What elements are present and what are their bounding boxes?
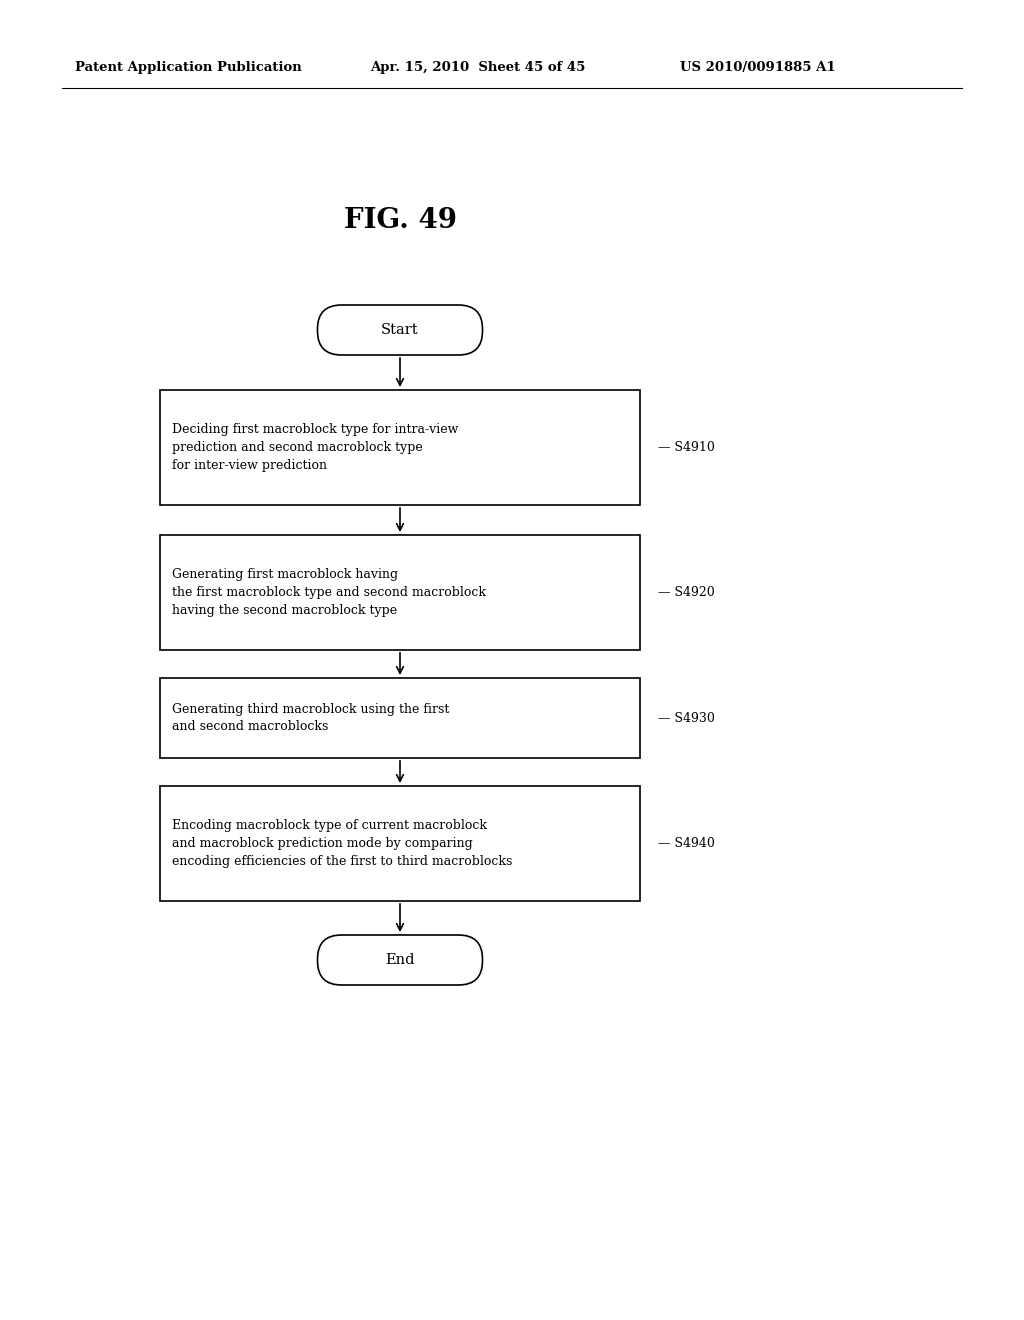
Bar [160,389,640,506]
FancyBboxPatch shape [317,305,482,355]
Text: Apr. 15, 2010  Sheet 45 of 45: Apr. 15, 2010 Sheet 45 of 45 [370,62,586,74]
FancyBboxPatch shape [317,935,482,985]
Bar [160,535,640,649]
Text: US 2010/0091885 A1: US 2010/0091885 A1 [680,62,836,74]
Text: Encoding macroblock type of current macroblock
and macroblock prediction mode by: Encoding macroblock type of current macr… [172,818,512,869]
Text: FIG. 49: FIG. 49 [343,206,457,234]
Bar [160,785,640,902]
Text: — S4910: — S4910 [658,441,715,454]
Text: Generating third macroblock using the first
and second macroblocks: Generating third macroblock using the fi… [172,702,450,734]
Text: Patent Application Publication: Patent Application Publication [75,62,302,74]
Bar [160,678,640,758]
Text: — S4920: — S4920 [658,586,715,599]
Text: Start: Start [381,323,419,337]
Text: — S4930: — S4930 [658,711,715,725]
Text: End: End [385,953,415,968]
Text: Deciding first macroblock type for intra-view
prediction and second macroblock t: Deciding first macroblock type for intra… [172,422,459,473]
Text: — S4940: — S4940 [658,837,715,850]
Text: Generating first macroblock having
the first macroblock type and second macroblo: Generating first macroblock having the f… [172,568,486,616]
